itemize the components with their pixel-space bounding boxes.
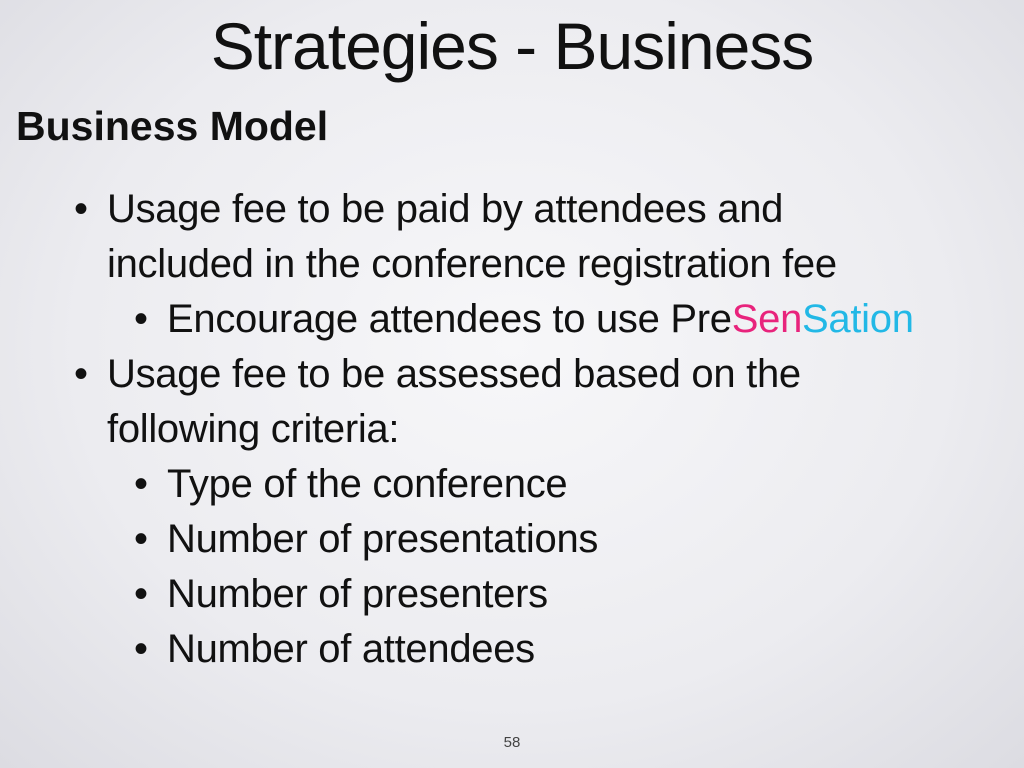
bullet-line: included in the conference registration … bbox=[107, 242, 837, 286]
bullet-text: Type of the conference bbox=[167, 462, 568, 506]
slide-title: Strategies - Business bbox=[210, 9, 815, 83]
bullet-text: Number of presenters bbox=[167, 572, 548, 616]
bullet-text: Number of attendees bbox=[167, 627, 535, 671]
page-number: 58 bbox=[503, 734, 521, 751]
bullet-dot-icon: • bbox=[74, 187, 88, 231]
bullet-text: Number of presentations bbox=[167, 517, 599, 561]
sub-bullet-encourage: • Encourage attendees to use PreSenSatio… bbox=[0, 292, 1024, 347]
sub-bullet-presentations: • Number of presentations bbox=[0, 512, 1024, 567]
bullet-dot-icon: • bbox=[134, 297, 148, 341]
bullet-dot-icon: • bbox=[134, 462, 148, 506]
bullet-line: following criteria: bbox=[107, 407, 400, 451]
brand-part-sation: Sation bbox=[802, 297, 914, 341]
bullet-usage-fee-assessed: • Usage fee to be assessed based on the bbox=[0, 347, 1024, 402]
bullet-line: Usage fee to be paid by attendees and bbox=[107, 187, 784, 231]
sub-bullet-type: • Type of the conference bbox=[0, 457, 1024, 512]
bullet-line: Usage fee to be assessed based on the bbox=[107, 352, 801, 396]
bullet-dot-icon: • bbox=[134, 627, 148, 671]
sub-bullet-presenters: • Number of presenters bbox=[0, 567, 1024, 622]
sub-bullet-attendees: • Number of attendees bbox=[0, 622, 1024, 677]
section-heading: Business Model bbox=[16, 103, 329, 149]
bullet-usage-fee-paid: • Usage fee to be paid by attendees and bbox=[0, 182, 1024, 237]
bullet-dot-icon: • bbox=[134, 517, 148, 561]
brand-part-sen: Sen bbox=[731, 297, 803, 341]
bullet-dot-icon: • bbox=[74, 352, 88, 396]
bullet-continuation: included in the conference registration … bbox=[0, 237, 1024, 292]
bullet-list: • Usage fee to be paid by attendees and … bbox=[0, 182, 1024, 677]
brand-part-pre: Pre bbox=[670, 297, 732, 341]
bullet-text: Encourage attendees to use bbox=[167, 297, 671, 341]
bullet-dot-icon: • bbox=[134, 572, 148, 616]
bullet-continuation: following criteria: bbox=[0, 402, 1024, 457]
